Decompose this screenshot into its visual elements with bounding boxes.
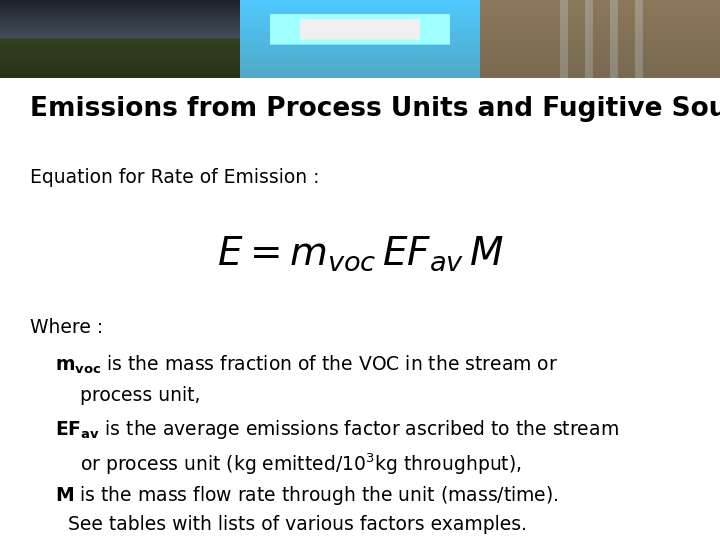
Text: Emissions from Process Units and Fugitive Sources: Emissions from Process Units and Fugitiv… — [30, 96, 720, 122]
Text: $\mathit{E} = \mathit{m}_{voc}\,\mathit{EF}_{av}\,\mathit{M}$: $\mathit{E} = \mathit{m}_{voc}\,\mathit{… — [217, 234, 503, 273]
Text: $\mathbf{m}_{\mathbf{voc}}$ is the mass fraction of the VOC in the stream or: $\mathbf{m}_{\mathbf{voc}}$ is the mass … — [55, 353, 558, 376]
Text: See tables with lists of various factors examples.: See tables with lists of various factors… — [68, 515, 527, 534]
Text: Equation for Rate of Emission :: Equation for Rate of Emission : — [30, 168, 320, 187]
Text: process unit,: process unit, — [80, 386, 200, 406]
Text: or process unit (kg emitted/10$^3$kg throughput),: or process unit (kg emitted/10$^3$kg thr… — [80, 451, 522, 477]
Text: $\mathbf{M}$ is the mass flow rate through the unit (mass/time).: $\mathbf{M}$ is the mass flow rate throu… — [55, 484, 559, 507]
Text: Where :: Where : — [30, 318, 103, 338]
Text: $\mathbf{EF}_{\mathbf{av}}$ is the average emissions factor ascribed to the stre: $\mathbf{EF}_{\mathbf{av}}$ is the avera… — [55, 418, 618, 441]
